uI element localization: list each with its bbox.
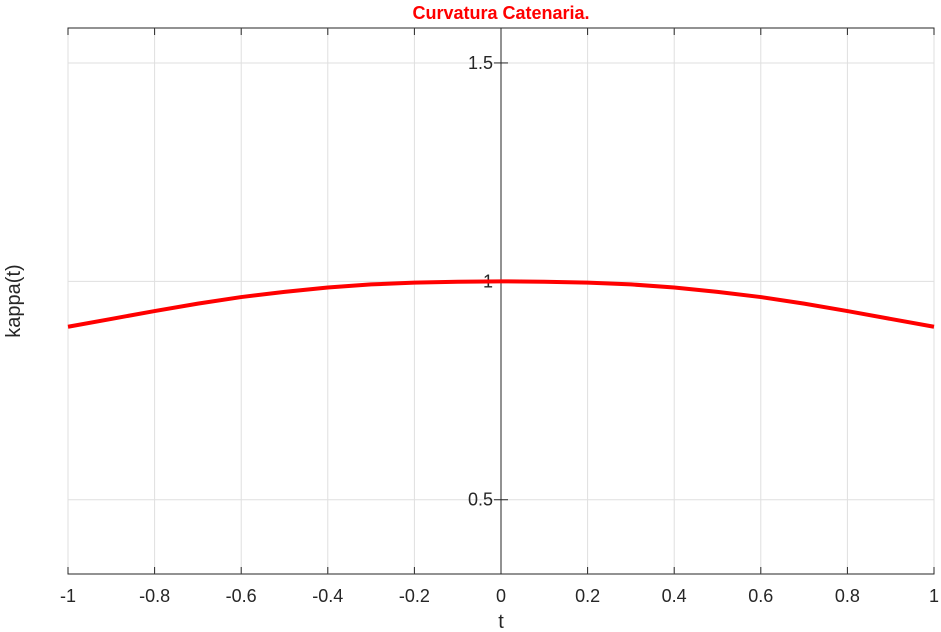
series-line: [67, 279, 935, 329]
series-group: [67, 279, 935, 329]
x-tick-label: -0.2: [399, 586, 430, 606]
axes: [67, 28, 935, 574]
chart-title: Curvatura Catenaria.: [412, 3, 589, 23]
y-tick-label: 1.5: [468, 53, 493, 73]
x-tick-label: -1: [60, 586, 76, 606]
x-tick-label: 0.6: [748, 586, 773, 606]
x-tick-label: 1: [929, 586, 939, 606]
x-tick-label: 0.2: [575, 586, 600, 606]
x-tick-label: -0.8: [139, 586, 170, 606]
x-tick-label: -0.6: [226, 586, 257, 606]
x-tick-labels: -1 -0.8 -0.6 -0.4 -0.2 0 0.2 0.4 0.6 0.8 1: [60, 586, 939, 606]
x-tick-label: 0.8: [835, 586, 860, 606]
x-tick-label: 0.4: [662, 586, 687, 606]
x-tick-label: -0.4: [312, 586, 343, 606]
x-axis-label: t: [498, 611, 504, 632]
y-tick-label: 0.5: [468, 490, 493, 510]
x-tick-label: 0: [496, 586, 506, 606]
y-axis-label: kappa(t): [3, 264, 25, 337]
